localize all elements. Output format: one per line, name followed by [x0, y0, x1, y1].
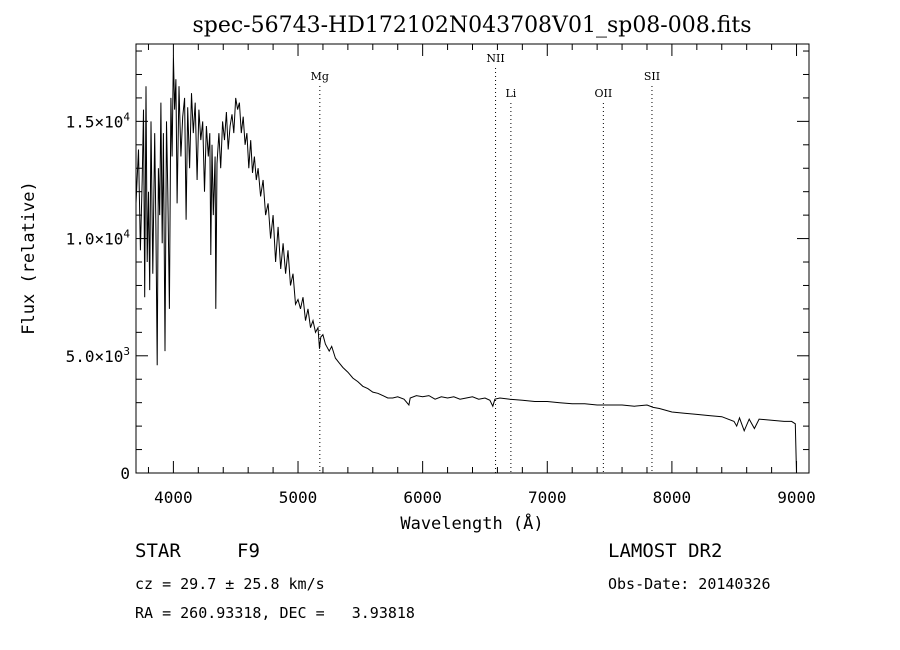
line-label-li: Li: [505, 87, 516, 100]
chart-title: spec-56743-HD172102N043708V01_sp08-008.f…: [192, 13, 751, 38]
object-class: STAR: [135, 540, 181, 562]
x-tick-label: 6000: [403, 488, 442, 507]
line-label-mg: Mg: [311, 70, 329, 83]
coordinates-text: RA = 260.93318, DEC = 3.93818: [135, 604, 415, 622]
line-label-oii: OII: [595, 87, 613, 100]
x-tick-label: 7000: [528, 488, 567, 507]
plot-frame: [135, 43, 810, 474]
x-tick-label: 9000: [777, 488, 816, 507]
y-axis-label: Flux (relative): [19, 181, 39, 335]
line-label-nii: NII: [486, 52, 504, 65]
survey-name: LAMOST DR2: [608, 540, 723, 562]
spectrum-series-line: [135, 55, 797, 474]
x-axis-ticks: 4000 5000 6000 7000 8000 9000: [147, 44, 816, 507]
x-axis-label: Wavelength (Å): [400, 512, 543, 534]
redshift-text: cz = 29.7 ± 25.8 km/s: [135, 575, 325, 593]
x-tick-label: 8000: [653, 488, 692, 507]
y-tick-label: 1.5×104: [66, 110, 131, 131]
spectral-line-markers: Mg NII Li OII SII: [311, 52, 660, 473]
y-tick-label: 5.0×103: [66, 345, 130, 366]
object-subclass: F9: [237, 540, 260, 562]
y-tick-label: 1.0×104: [66, 228, 131, 249]
obs-date: Obs-Date: 20140326: [608, 575, 771, 593]
line-label-sii: SII: [644, 70, 660, 83]
x-tick-label: 4000: [154, 488, 193, 507]
y-tick-label: 0: [120, 464, 130, 483]
x-tick-label: 5000: [279, 488, 318, 507]
y-axis-ticks: 0 5.0×103 1.0×104 1.5×104: [66, 50, 809, 483]
